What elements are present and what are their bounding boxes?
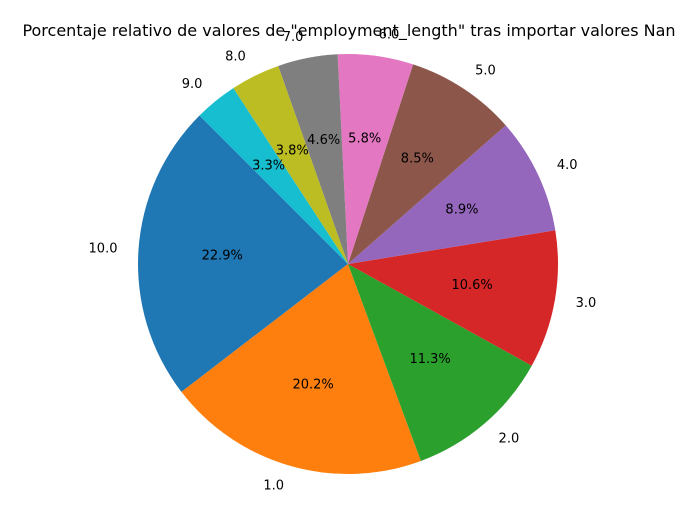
pie-slice-9-0 — [199, 88, 348, 264]
pie-slices — [138, 54, 558, 475]
category-label-7-0: 7.0 — [283, 30, 304, 45]
percent-label-7-0: 4.6% — [307, 133, 340, 148]
category-label-6-0: 6.0 — [379, 28, 400, 43]
pie-slice-8-0 — [233, 65, 348, 264]
category-label-9-0: 9.0 — [182, 77, 203, 92]
percent-label-4-0: 8.9% — [445, 203, 478, 218]
percent-label-10-0: 22.9% — [202, 248, 243, 263]
pie-slice-6-0 — [337, 54, 414, 264]
percent-label-3-0: 10.6% — [451, 278, 492, 293]
category-label-8-0: 8.0 — [225, 49, 246, 64]
category-label-2-0: 2.0 — [499, 432, 520, 447]
category-label-10-0: 10.0 — [89, 241, 118, 256]
pie-slice-10-0 — [138, 115, 348, 392]
percent-label-2-0: 11.3% — [409, 352, 450, 367]
pie-slice-7-0 — [278, 54, 348, 265]
category-label-1-0: 1.0 — [263, 478, 284, 493]
pie-slice-5-0 — [348, 64, 506, 264]
percent-label-1-0: 20.2% — [292, 378, 333, 393]
pie-slice-1-0 — [181, 264, 421, 475]
chart-title: Porcentaje relativo de valores de "emplo… — [22, 21, 676, 40]
percent-label-6-0: 5.8% — [348, 132, 381, 147]
percent-label-5-0: 8.5% — [401, 151, 434, 166]
percent-label-9-0: 3.3% — [252, 159, 285, 174]
category-label-4-0: 4.0 — [557, 158, 578, 173]
percent-label-8-0: 3.8% — [276, 144, 309, 159]
pie-slice-2-0 — [348, 264, 532, 461]
pie-slice-3-0 — [348, 230, 558, 366]
pie-slice-4-0 — [348, 125, 556, 264]
percent-labels: 22.9% 20.2% 11.3% 10.6% 8.9% 8.5% 5.8% 4.6%3.8%… — [202, 132, 493, 393]
category-label-3-0: 3.0 — [576, 296, 597, 311]
category-label-5-0: 5.0 — [475, 64, 496, 79]
category-labels: 10.0 1.0 2.0 3.0 4.0 5.0 6.0 7.0 8.0 9.0 — [89, 28, 597, 494]
